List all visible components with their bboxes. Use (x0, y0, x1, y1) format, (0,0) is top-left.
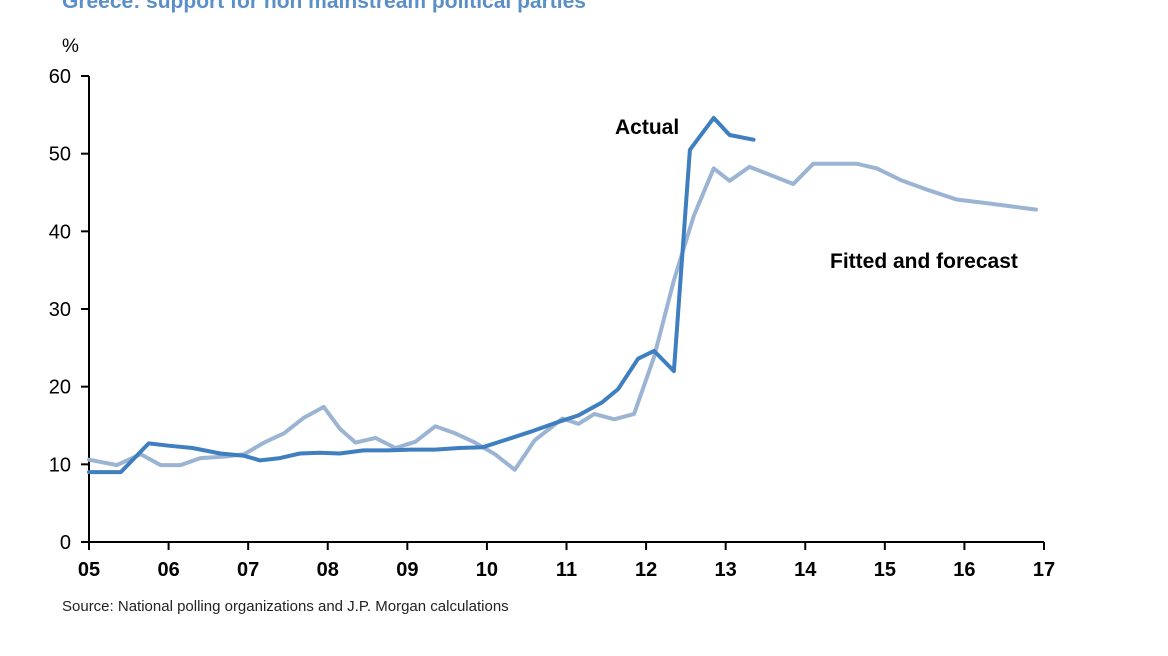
x-tick-label: 05 (78, 559, 100, 581)
y-unit-label: % (62, 36, 79, 57)
x-tick-label: 09 (396, 559, 418, 581)
x-tick-label: 17 (1033, 559, 1055, 581)
x-tick-label: 11 (556, 559, 577, 581)
chart-title: Greece: support for non mainstream polit… (62, 0, 586, 13)
series-line-fitted-and-forecast (87, 161, 1038, 472)
x-tick-label: 12 (635, 559, 657, 581)
series-label-fitted-and-forecast: Fitted and forecast (830, 250, 1018, 273)
x-tick-label: 06 (157, 559, 179, 581)
x-tick-label: 15 (874, 559, 896, 581)
x-tick-label: 14 (794, 559, 817, 581)
y-tick-label: 10 (49, 454, 71, 476)
y-tick-label: 20 (49, 377, 71, 399)
x-tick-label: 08 (317, 559, 339, 581)
x-tick-label: 16 (953, 559, 975, 581)
y-tick-label: 0 (60, 532, 71, 554)
x-tick-label: 13 (715, 559, 737, 581)
y-tick-label: 40 (49, 221, 71, 243)
y-tick-label: 30 (49, 299, 71, 321)
y-tick-label: 50 (49, 144, 71, 166)
series-line-actual (87, 115, 756, 475)
x-tick-label: 07 (237, 559, 259, 581)
x-tick-label: 10 (476, 559, 498, 581)
series-label-actual: Actual (615, 116, 679, 139)
y-tick-label: 60 (49, 66, 71, 88)
source-note: Source: National polling organizations a… (62, 598, 509, 615)
